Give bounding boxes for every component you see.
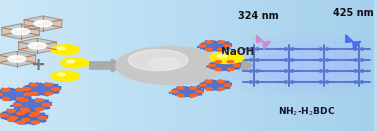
Circle shape xyxy=(34,20,52,27)
FancyArrow shape xyxy=(90,59,123,72)
Circle shape xyxy=(149,58,181,69)
Circle shape xyxy=(0,114,8,117)
Polygon shape xyxy=(197,80,232,91)
Circle shape xyxy=(178,87,184,89)
Circle shape xyxy=(171,91,178,93)
Polygon shape xyxy=(197,41,232,51)
Circle shape xyxy=(24,93,32,96)
Polygon shape xyxy=(346,35,361,50)
Circle shape xyxy=(116,47,224,84)
Polygon shape xyxy=(0,51,36,67)
Circle shape xyxy=(224,84,231,86)
Circle shape xyxy=(206,80,212,83)
Text: NaOH: NaOH xyxy=(221,47,254,57)
Circle shape xyxy=(8,109,15,112)
Circle shape xyxy=(206,88,212,90)
Polygon shape xyxy=(0,88,33,101)
Circle shape xyxy=(29,114,37,117)
Polygon shape xyxy=(256,35,271,50)
Circle shape xyxy=(8,56,26,62)
Polygon shape xyxy=(0,109,39,122)
Circle shape xyxy=(190,87,196,89)
Circle shape xyxy=(17,97,25,100)
Circle shape xyxy=(224,45,231,47)
Text: NH$_2$-H$_2$BDC: NH$_2$-H$_2$BDC xyxy=(278,105,335,118)
Circle shape xyxy=(22,109,30,112)
Ellipse shape xyxy=(226,40,378,91)
Circle shape xyxy=(35,99,43,102)
Polygon shape xyxy=(10,99,52,112)
Circle shape xyxy=(2,88,10,91)
Text: 324 nm: 324 nm xyxy=(238,11,278,21)
Circle shape xyxy=(57,47,65,50)
Circle shape xyxy=(8,118,15,121)
Text: +: + xyxy=(30,56,45,75)
Ellipse shape xyxy=(257,50,355,81)
Circle shape xyxy=(51,71,80,81)
Polygon shape xyxy=(19,83,61,96)
Circle shape xyxy=(178,94,184,97)
Circle shape xyxy=(199,84,206,86)
Circle shape xyxy=(17,88,25,91)
Circle shape xyxy=(17,112,25,115)
Circle shape xyxy=(52,88,60,91)
Circle shape xyxy=(45,83,53,86)
Polygon shape xyxy=(24,16,62,31)
Circle shape xyxy=(22,118,30,121)
Text: 425 nm: 425 nm xyxy=(333,8,373,18)
Circle shape xyxy=(206,48,212,51)
Circle shape xyxy=(14,29,20,31)
Circle shape xyxy=(20,99,28,102)
Circle shape xyxy=(209,64,215,67)
FancyArrow shape xyxy=(224,59,252,72)
Circle shape xyxy=(28,43,46,49)
Circle shape xyxy=(227,61,234,63)
Circle shape xyxy=(31,121,39,124)
Circle shape xyxy=(0,93,2,96)
Ellipse shape xyxy=(243,45,370,86)
Circle shape xyxy=(233,64,240,67)
Polygon shape xyxy=(169,86,204,97)
Circle shape xyxy=(129,50,188,71)
Polygon shape xyxy=(2,24,39,39)
Circle shape xyxy=(20,108,28,111)
Circle shape xyxy=(2,97,10,100)
Circle shape xyxy=(60,58,89,68)
Circle shape xyxy=(13,103,21,106)
Polygon shape xyxy=(19,38,56,53)
Circle shape xyxy=(39,116,47,119)
Circle shape xyxy=(67,60,74,63)
Circle shape xyxy=(30,83,38,86)
Circle shape xyxy=(218,88,225,90)
Ellipse shape xyxy=(209,34,378,97)
Circle shape xyxy=(196,91,203,93)
Circle shape xyxy=(43,103,50,106)
Circle shape xyxy=(217,54,227,58)
Circle shape xyxy=(215,68,222,70)
Circle shape xyxy=(57,73,65,76)
Circle shape xyxy=(206,41,212,43)
Polygon shape xyxy=(6,112,48,125)
Circle shape xyxy=(210,52,244,64)
Circle shape xyxy=(215,61,222,63)
Circle shape xyxy=(17,121,25,124)
Circle shape xyxy=(45,92,53,95)
Circle shape xyxy=(190,94,196,97)
Circle shape xyxy=(218,48,225,51)
Circle shape xyxy=(22,88,30,91)
Polygon shape xyxy=(206,60,241,71)
Circle shape xyxy=(37,21,43,23)
Circle shape xyxy=(11,28,29,35)
Circle shape xyxy=(199,45,206,47)
Circle shape xyxy=(218,41,225,43)
Circle shape xyxy=(35,108,43,111)
Circle shape xyxy=(51,45,80,55)
Circle shape xyxy=(31,43,37,45)
Circle shape xyxy=(9,116,17,119)
Circle shape xyxy=(31,112,39,115)
Circle shape xyxy=(227,68,234,70)
Circle shape xyxy=(218,80,225,83)
Circle shape xyxy=(30,92,38,95)
Circle shape xyxy=(10,56,17,59)
